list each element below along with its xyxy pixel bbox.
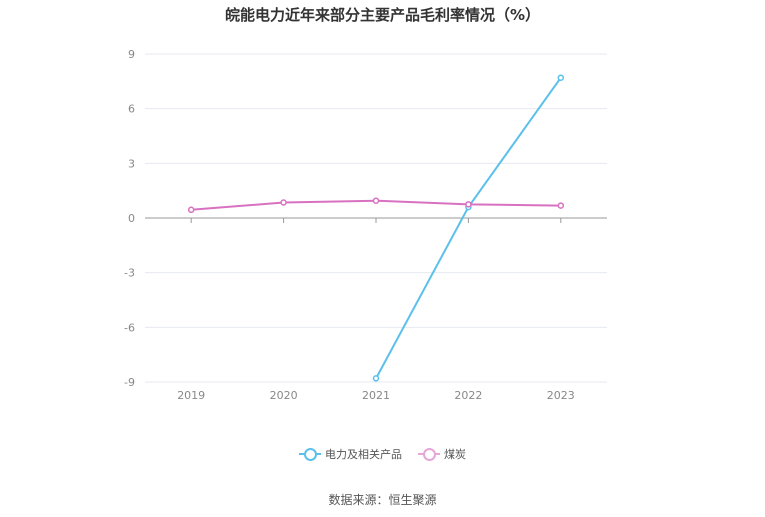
series-line-0 [375,77,562,379]
axes [145,217,607,223]
data-point[interactable] [372,197,380,204]
y-tick-label: -6 [124,321,135,334]
data-point[interactable] [372,375,380,382]
data-point[interactable] [187,206,195,214]
series-lines [187,74,565,382]
y-tick-label: -9 [124,376,135,389]
x-tick-label: 2022 [454,389,482,402]
legend-label-power: 电力及相关产品 [325,448,402,461]
chart-title: 皖能电力近年来部分主要产品毛利率情况（%） [224,6,541,24]
y-tick-label: 6 [128,103,135,116]
data-point[interactable] [557,202,565,209]
y-tick-label: 9 [128,48,135,61]
legend-marker-power [299,448,321,461]
legend-marker-coal [418,448,440,461]
legend-label-coal: 煤炭 [444,448,466,461]
legend-item-power[interactable]: 电力及相关产品 [299,446,402,462]
y-tick-label: -3 [124,267,135,280]
y-tick-label: 3 [128,157,135,170]
data-point[interactable] [465,201,472,208]
x-tick-label: 2021 [362,389,390,402]
data-point[interactable] [557,74,565,81]
grid-lines [145,53,607,383]
legend-item-coal[interactable]: 煤炭 [418,446,466,462]
x-tick-label: 2020 [270,389,298,402]
data-source: 数据来源：恒生聚源 [328,493,437,507]
x-tick-label: 2019 [177,389,205,402]
legend: 电力及相关产品 煤炭 [0,446,765,462]
y-tick-label: 0 [128,212,135,225]
tick-labels: 9 6 3 0 -3 -6 -9 2019 2020 2021 2022 2023 [124,48,575,402]
x-tick-label: 2023 [547,389,575,402]
data-point[interactable] [280,199,287,206]
